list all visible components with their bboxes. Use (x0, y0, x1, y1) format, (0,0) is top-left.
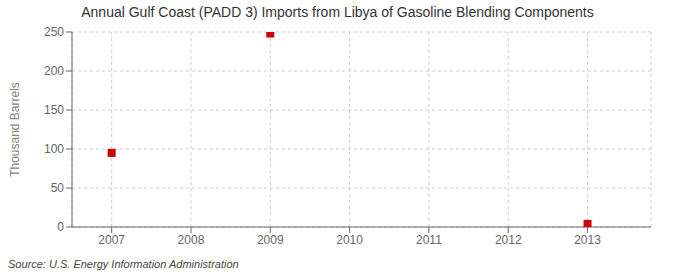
svg-text:100: 100 (44, 142, 64, 156)
svg-text:2009: 2009 (257, 233, 284, 247)
svg-text:Thousand Barrels: Thousand Barrels (8, 82, 22, 177)
svg-text:2008: 2008 (178, 233, 205, 247)
html-text:Source: U.S. Energy Informatio: Source: U.S. Energy Information Administ… (8, 258, 239, 270)
svg-text:0: 0 (57, 220, 64, 234)
svg-text:150: 150 (44, 103, 64, 117)
svg-text:2010: 2010 (336, 233, 363, 247)
svg-text:50: 50 (51, 181, 65, 195)
html-text:Annual Gulf Coast (PADD 3) Imp: Annual Gulf Coast (PADD 3) Imports from … (81, 4, 594, 20)
svg-text:250: 250 (44, 25, 64, 39)
svg-text:2012: 2012 (495, 233, 522, 247)
svg-text:2013: 2013 (574, 233, 601, 247)
svg-text:2011: 2011 (416, 233, 442, 247)
svg-text:2007: 2007 (98, 233, 125, 247)
svg-text:200: 200 (44, 64, 64, 78)
